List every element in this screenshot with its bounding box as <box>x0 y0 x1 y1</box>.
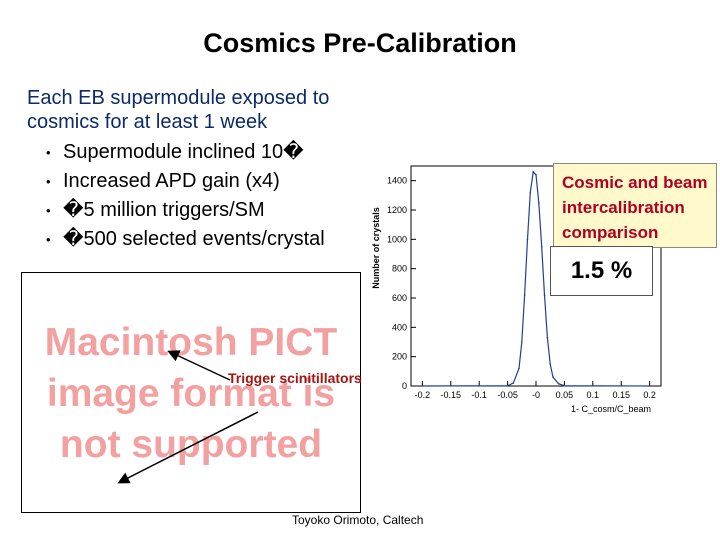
data-point <box>523 294 526 296</box>
x-tick-label: 0.2 <box>643 390 656 400</box>
data-point <box>549 363 552 365</box>
data-point <box>648 385 651 387</box>
data-point <box>512 382 515 384</box>
y-tick-label: 400 <box>392 322 407 332</box>
data-point <box>526 238 529 241</box>
x-tick-label: 0.1 <box>587 390 600 400</box>
x-tick-label: 0.15 <box>612 390 630 400</box>
pict-placeholder-image: Macintosh PICT image format is not suppo… <box>21 272 361 513</box>
y-tick-label: 1200 <box>387 205 407 215</box>
y-tick-label: 1400 <box>387 176 407 186</box>
trigger-label: Trigger scinitillators <box>228 370 362 386</box>
x-tick-label: -0 <box>532 390 540 400</box>
data-point <box>538 201 540 204</box>
data-point <box>520 341 523 343</box>
bullet-list: Supermodule inclined 10� Increased APD g… <box>46 138 325 254</box>
data-point <box>540 245 543 248</box>
data-point <box>421 385 424 387</box>
x-tick-label: -0.1 <box>471 390 487 400</box>
data-point <box>557 383 560 385</box>
y-tick-label: 200 <box>392 352 407 362</box>
x-tick-label: -0.15 <box>441 390 462 400</box>
data-point <box>518 367 520 370</box>
bullet-apd-gain: Increased APD gain (x4) <box>46 167 325 196</box>
bullet-triggers: �5 million triggers/SM <box>46 196 325 225</box>
pict-placeholder-text: Macintosh PICT image format is not suppo… <box>44 321 338 466</box>
y-tick-label: 0 <box>402 381 407 391</box>
data-point <box>532 171 534 173</box>
x-tick-label: -0.2 <box>415 390 431 400</box>
bullet-inclination: Supermodule inclined 10� <box>46 138 325 167</box>
y-tick-label: 800 <box>392 264 407 274</box>
data-point <box>535 174 537 176</box>
x-axis-label: 1- C_cosm/C_beam <box>571 404 651 414</box>
data-point <box>552 376 554 378</box>
data-point <box>543 294 546 296</box>
data-point <box>529 191 532 194</box>
x-tick-label: 0.05 <box>556 390 574 400</box>
y-axis-label: Number of crystals <box>371 207 381 289</box>
data-point <box>506 384 509 387</box>
footer-credit: Toyoko Orimoto, Caltech <box>292 513 424 527</box>
comparison-callout: Cosmic and beam intercalibration compari… <box>553 163 717 248</box>
data-point <box>563 384 566 387</box>
x-tick-label: -0.05 <box>497 390 518 400</box>
data-point <box>546 336 549 339</box>
y-tick-label: 1000 <box>387 234 407 244</box>
result-value: 1.5 % <box>550 246 653 296</box>
intro-text: Each EB supermodule exposed to cosmics f… <box>27 87 330 133</box>
y-tick-label: 600 <box>392 293 407 303</box>
bullet-events: �500 selected events/crystal <box>46 225 325 254</box>
slide-title: Cosmics Pre-Calibration <box>203 28 517 58</box>
